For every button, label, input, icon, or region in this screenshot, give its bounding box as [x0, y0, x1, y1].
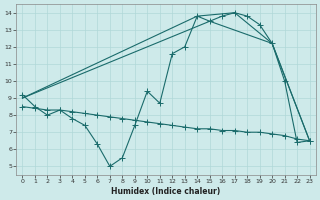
X-axis label: Humidex (Indice chaleur): Humidex (Indice chaleur)	[111, 187, 221, 196]
